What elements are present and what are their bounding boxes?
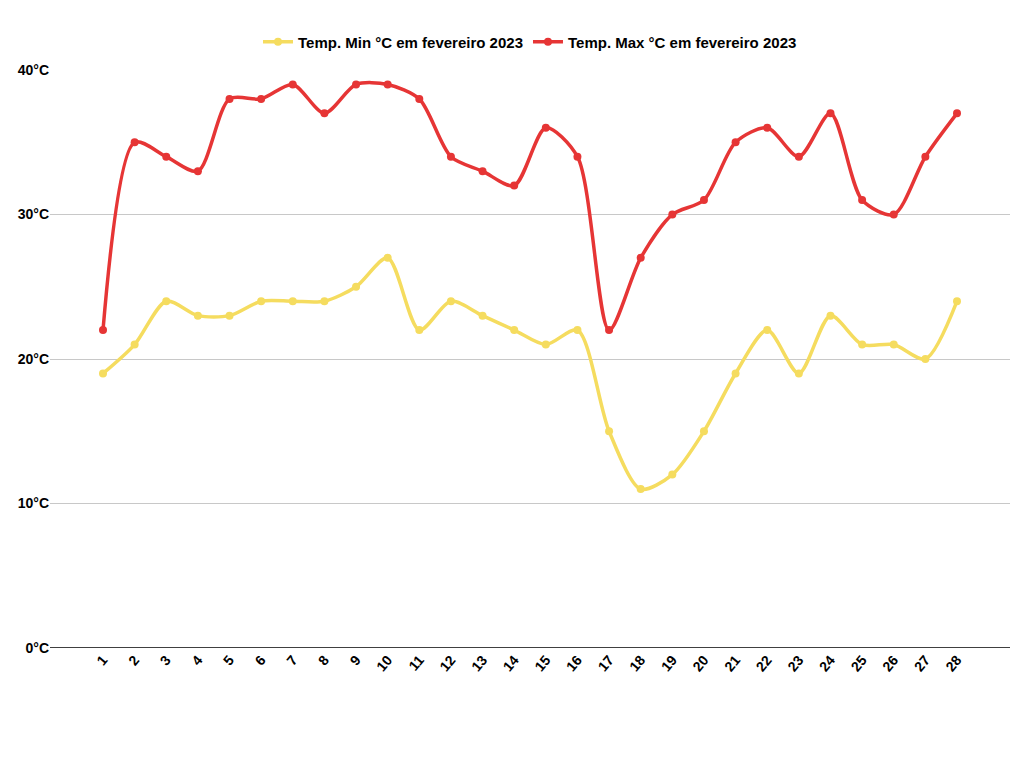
svg-text:10°C: 10°C <box>18 495 49 511</box>
svg-text:25: 25 <box>848 652 870 674</box>
svg-text:28: 28 <box>942 652 964 674</box>
svg-text:0°C: 0°C <box>26 640 50 656</box>
svg-text:19: 19 <box>658 652 680 674</box>
svg-text:17: 17 <box>594 652 616 674</box>
svg-text:6: 6 <box>252 652 269 668</box>
svg-text:22: 22 <box>753 652 775 674</box>
svg-text:26: 26 <box>879 652 901 674</box>
svg-text:Temp. Min °C em fevereiro 2023: Temp. Min °C em fevereiro 2023 <box>298 34 523 51</box>
svg-text:3: 3 <box>157 652 174 668</box>
svg-text:7: 7 <box>283 652 300 668</box>
svg-text:24: 24 <box>816 652 838 674</box>
svg-text:20°C: 20°C <box>18 351 49 367</box>
svg-text:15: 15 <box>531 652 553 674</box>
svg-text:13: 13 <box>468 652 490 674</box>
svg-text:18: 18 <box>626 652 648 674</box>
svg-text:20: 20 <box>689 652 711 674</box>
svg-text:40°C: 40°C <box>18 62 49 78</box>
svg-text:Temp. Max °C em fevereiro 2023: Temp. Max °C em fevereiro 2023 <box>568 34 796 51</box>
svg-text:14: 14 <box>500 652 522 674</box>
svg-text:8: 8 <box>315 652 332 668</box>
svg-text:21: 21 <box>721 652 743 674</box>
svg-text:2: 2 <box>125 652 142 668</box>
svg-text:23: 23 <box>784 652 806 674</box>
svg-text:11: 11 <box>405 652 427 674</box>
svg-text:4: 4 <box>188 652 205 668</box>
svg-text:10: 10 <box>373 652 395 674</box>
svg-text:9: 9 <box>346 652 363 668</box>
svg-text:12: 12 <box>436 652 458 674</box>
svg-text:27: 27 <box>911 652 933 674</box>
svg-text:16: 16 <box>563 652 585 674</box>
svg-text:1: 1 <box>93 652 110 668</box>
svg-text:30°C: 30°C <box>18 206 49 222</box>
svg-text:5: 5 <box>220 652 237 668</box>
